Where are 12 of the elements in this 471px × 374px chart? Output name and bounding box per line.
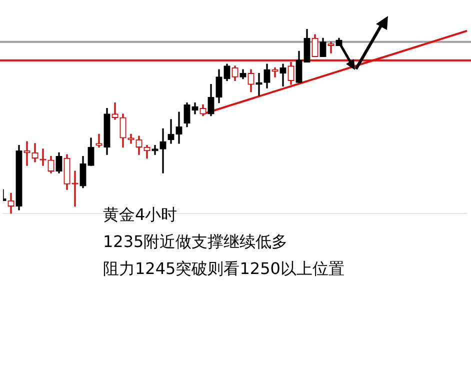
candlestick [168, 119, 174, 144]
candlestick [280, 64, 286, 87]
text: 阻力1245突破则看1250以上位置 [103, 258, 344, 280]
candlestick [256, 72, 262, 96]
candlestick [176, 112, 182, 144]
candlestick [160, 128, 166, 174]
candlestick [40, 148, 46, 166]
annotation: 黄金4小时 [103, 204, 178, 226]
text: 1235附近做支撑继续低多 [103, 231, 289, 253]
candlestick [72, 170, 78, 207]
candlestick [272, 67, 278, 78]
candlestick [112, 102, 118, 120]
